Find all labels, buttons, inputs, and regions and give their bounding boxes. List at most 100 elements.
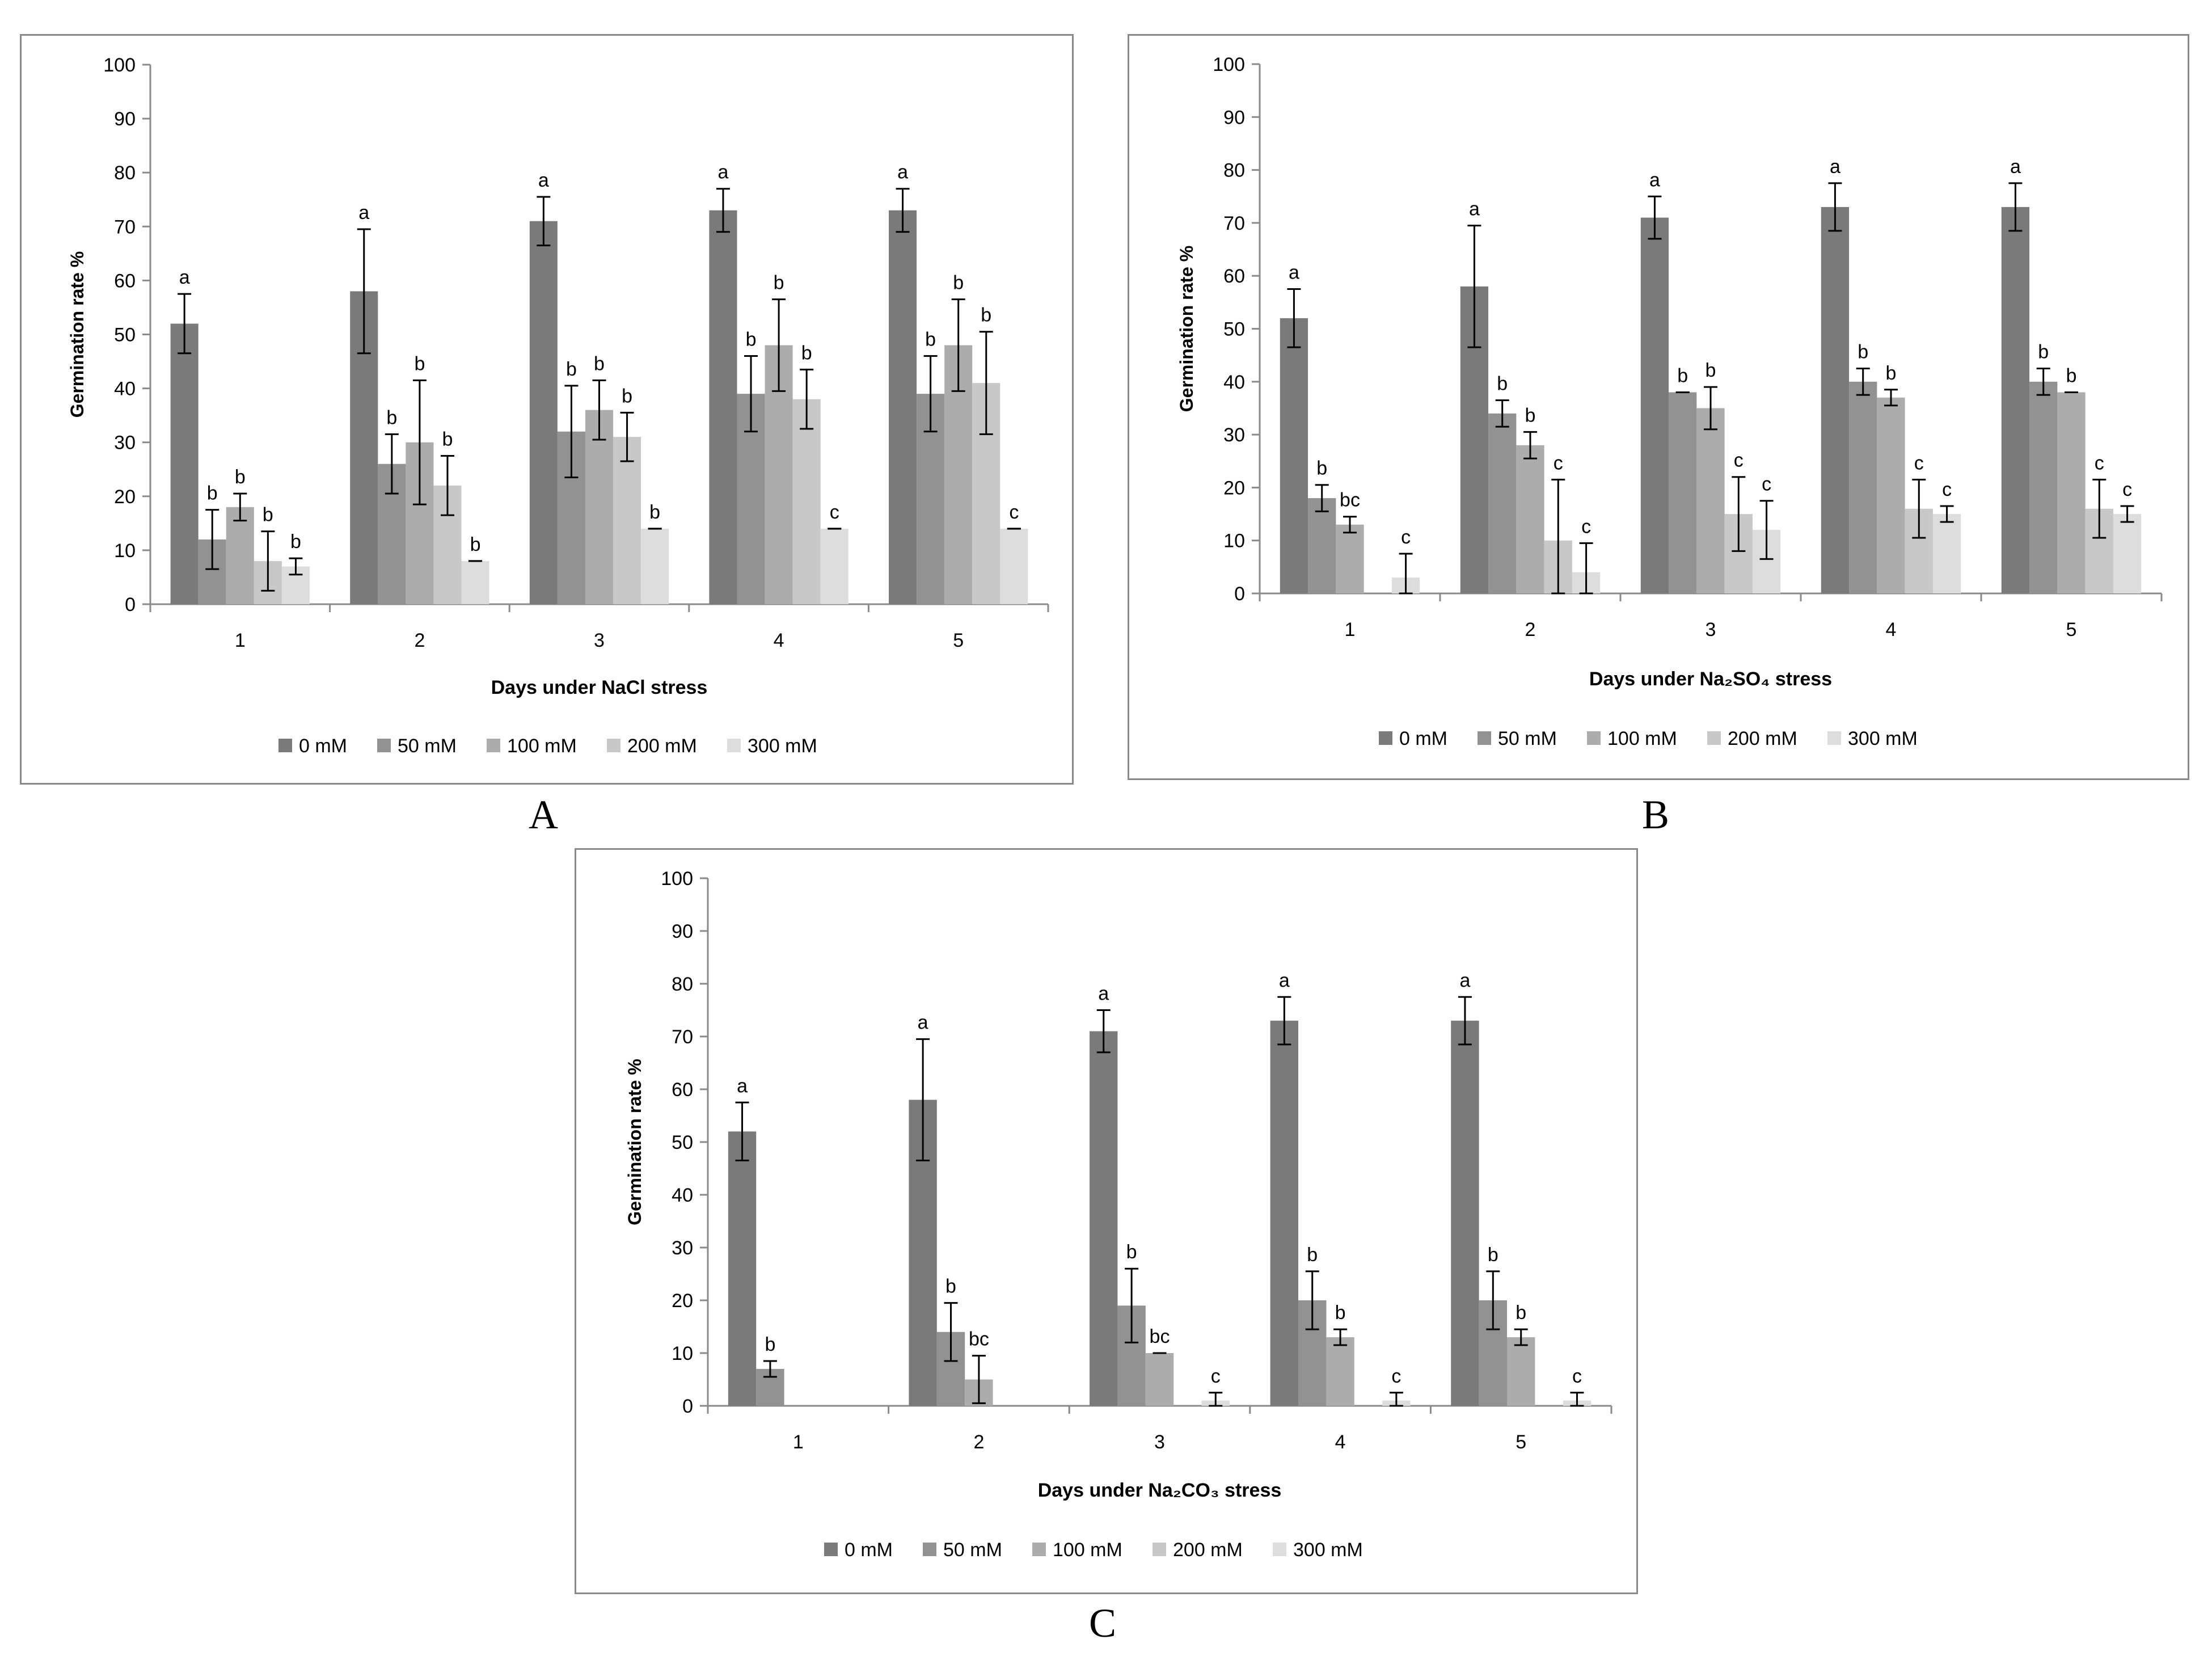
- chart-panel-b: 0 10 20 30 40 50 60 70 80 90 100 1 2 3 4 5 a a a a a b b b b b bc b…: [1128, 34, 2189, 780]
- bar: [2057, 392, 2086, 593]
- significance-letter: c: [1211, 1366, 1221, 1387]
- significance-letter: b: [1516, 1302, 1526, 1324]
- significance-letter: b: [774, 272, 784, 294]
- panel-label-b: B: [1642, 792, 1670, 837]
- x-tick-label: 4: [1886, 619, 1897, 641]
- legend-swatch: [607, 739, 620, 752]
- panel-label-a: A: [529, 792, 558, 837]
- bar: [1090, 1031, 1118, 1406]
- legend-label: 200 mM: [627, 735, 697, 757]
- legend-label: 300 mM: [748, 735, 817, 757]
- x-tick-label: 1: [1345, 619, 1356, 641]
- bar: [529, 221, 558, 604]
- x-tick-label: 3: [1154, 1431, 1165, 1453]
- legend-swatch: [727, 739, 741, 752]
- legend-label: 100 mM: [1607, 728, 1677, 749]
- significance-letter: bc: [969, 1329, 989, 1350]
- significance-letter: b: [622, 385, 632, 407]
- significance-letter: b: [1677, 365, 1688, 386]
- bar: [585, 410, 614, 604]
- legend-label: 300 mM: [1848, 728, 1918, 749]
- significance-letter: b: [801, 342, 812, 364]
- y-tick-label: 20: [1223, 477, 1245, 499]
- y-axis-title: Germination rate %: [624, 1059, 645, 1225]
- bar: [1336, 524, 1364, 593]
- x-axis-title: Days under NaCl stress: [491, 677, 708, 698]
- significance-letter: c: [1572, 1366, 1582, 1387]
- significance-letter: a: [1469, 199, 1480, 220]
- significance-letter: b: [1858, 341, 1868, 363]
- significance-letter: a: [358, 202, 369, 224]
- significance-letter: b: [414, 353, 425, 374]
- legend-swatch: [1379, 731, 1392, 745]
- bar: [1488, 413, 1517, 593]
- significance-letter: b: [442, 428, 453, 450]
- x-tick-label: 4: [774, 630, 784, 651]
- significance-letter: b: [1488, 1244, 1498, 1266]
- legend-label: 50 mM: [943, 1539, 1002, 1561]
- significance-letter: b: [207, 483, 218, 504]
- legend-label: 0 mM: [1399, 728, 1447, 749]
- x-tick-label: 2: [414, 630, 425, 651]
- y-tick-label: 90: [114, 108, 136, 130]
- significance-letter: b: [235, 466, 246, 488]
- legend-label: 0 mM: [299, 735, 347, 757]
- significance-letter: c: [1734, 450, 1744, 471]
- y-tick-label: 20: [114, 486, 136, 508]
- y-tick-label: 60: [1223, 266, 1245, 287]
- bar: [1451, 1021, 1479, 1406]
- significance-letter: a: [717, 162, 728, 183]
- legend-swatch: [1273, 1543, 1286, 1556]
- significance-letter: a: [538, 170, 549, 191]
- bar: [1270, 1021, 1299, 1406]
- x-tick-label: 3: [1706, 619, 1716, 641]
- significance-letter: bc: [1150, 1326, 1170, 1347]
- legend-label: 100 mM: [507, 735, 577, 757]
- legend-swatch: [1032, 1543, 1046, 1556]
- y-tick-label: 60: [114, 270, 136, 292]
- bar: [170, 323, 199, 604]
- significance-letter: b: [566, 359, 577, 380]
- panel-label-c: C: [1089, 1600, 1117, 1646]
- y-axis-title: Germination rate %: [67, 251, 87, 418]
- legend-label: 50 mM: [1498, 728, 1557, 749]
- significance-letter: c: [1391, 1366, 1401, 1387]
- significance-letter: c: [2122, 479, 2132, 500]
- legend-label: 0 mM: [845, 1539, 893, 1561]
- significance-letter: b: [1497, 373, 1508, 394]
- significance-letter: c: [1009, 502, 1019, 523]
- bar: [2001, 207, 2030, 593]
- y-tick-label: 50: [1223, 319, 1245, 340]
- legend-swatch: [1153, 1543, 1166, 1556]
- significance-letter: a: [897, 162, 908, 183]
- significance-letter: b: [1706, 360, 1716, 381]
- bar: [2029, 381, 2058, 593]
- bar: [1145, 1353, 1174, 1406]
- legend-swatch: [278, 739, 292, 752]
- legend-label: 200 mM: [1173, 1539, 1243, 1561]
- bar: [1696, 408, 1725, 593]
- significance-letter: a: [179, 267, 190, 288]
- bar: [1308, 498, 1336, 593]
- legend-swatch: [1478, 731, 1491, 745]
- y-tick-label: 60: [672, 1079, 693, 1101]
- significance-letter: b: [746, 329, 757, 351]
- legend-swatch: [1587, 731, 1601, 745]
- chart-panel-c: 0 10 20 30 40 50 60 70 80 90 100 1 2 3 4 5 a a a a a b b b b b bc b…: [575, 848, 1638, 1594]
- significance-letter: b: [1525, 405, 1536, 426]
- x-tick-label: 1: [793, 1431, 804, 1453]
- significance-letter: c: [2095, 452, 2104, 474]
- y-tick-label: 50: [672, 1132, 693, 1153]
- significance-letter: a: [1649, 169, 1660, 191]
- y-tick-label: 30: [672, 1237, 693, 1259]
- x-tick-label: 3: [594, 630, 605, 651]
- significance-letter: b: [290, 531, 301, 553]
- significance-letter: b: [263, 504, 273, 526]
- significance-letter: a: [1289, 262, 1299, 284]
- significance-letter: b: [649, 502, 660, 523]
- bar: [2113, 514, 2142, 593]
- significance-letter: c: [1554, 452, 1563, 474]
- significance-letter: b: [953, 272, 964, 294]
- y-tick-label: 10: [672, 1343, 693, 1364]
- y-tick-label: 40: [672, 1185, 693, 1206]
